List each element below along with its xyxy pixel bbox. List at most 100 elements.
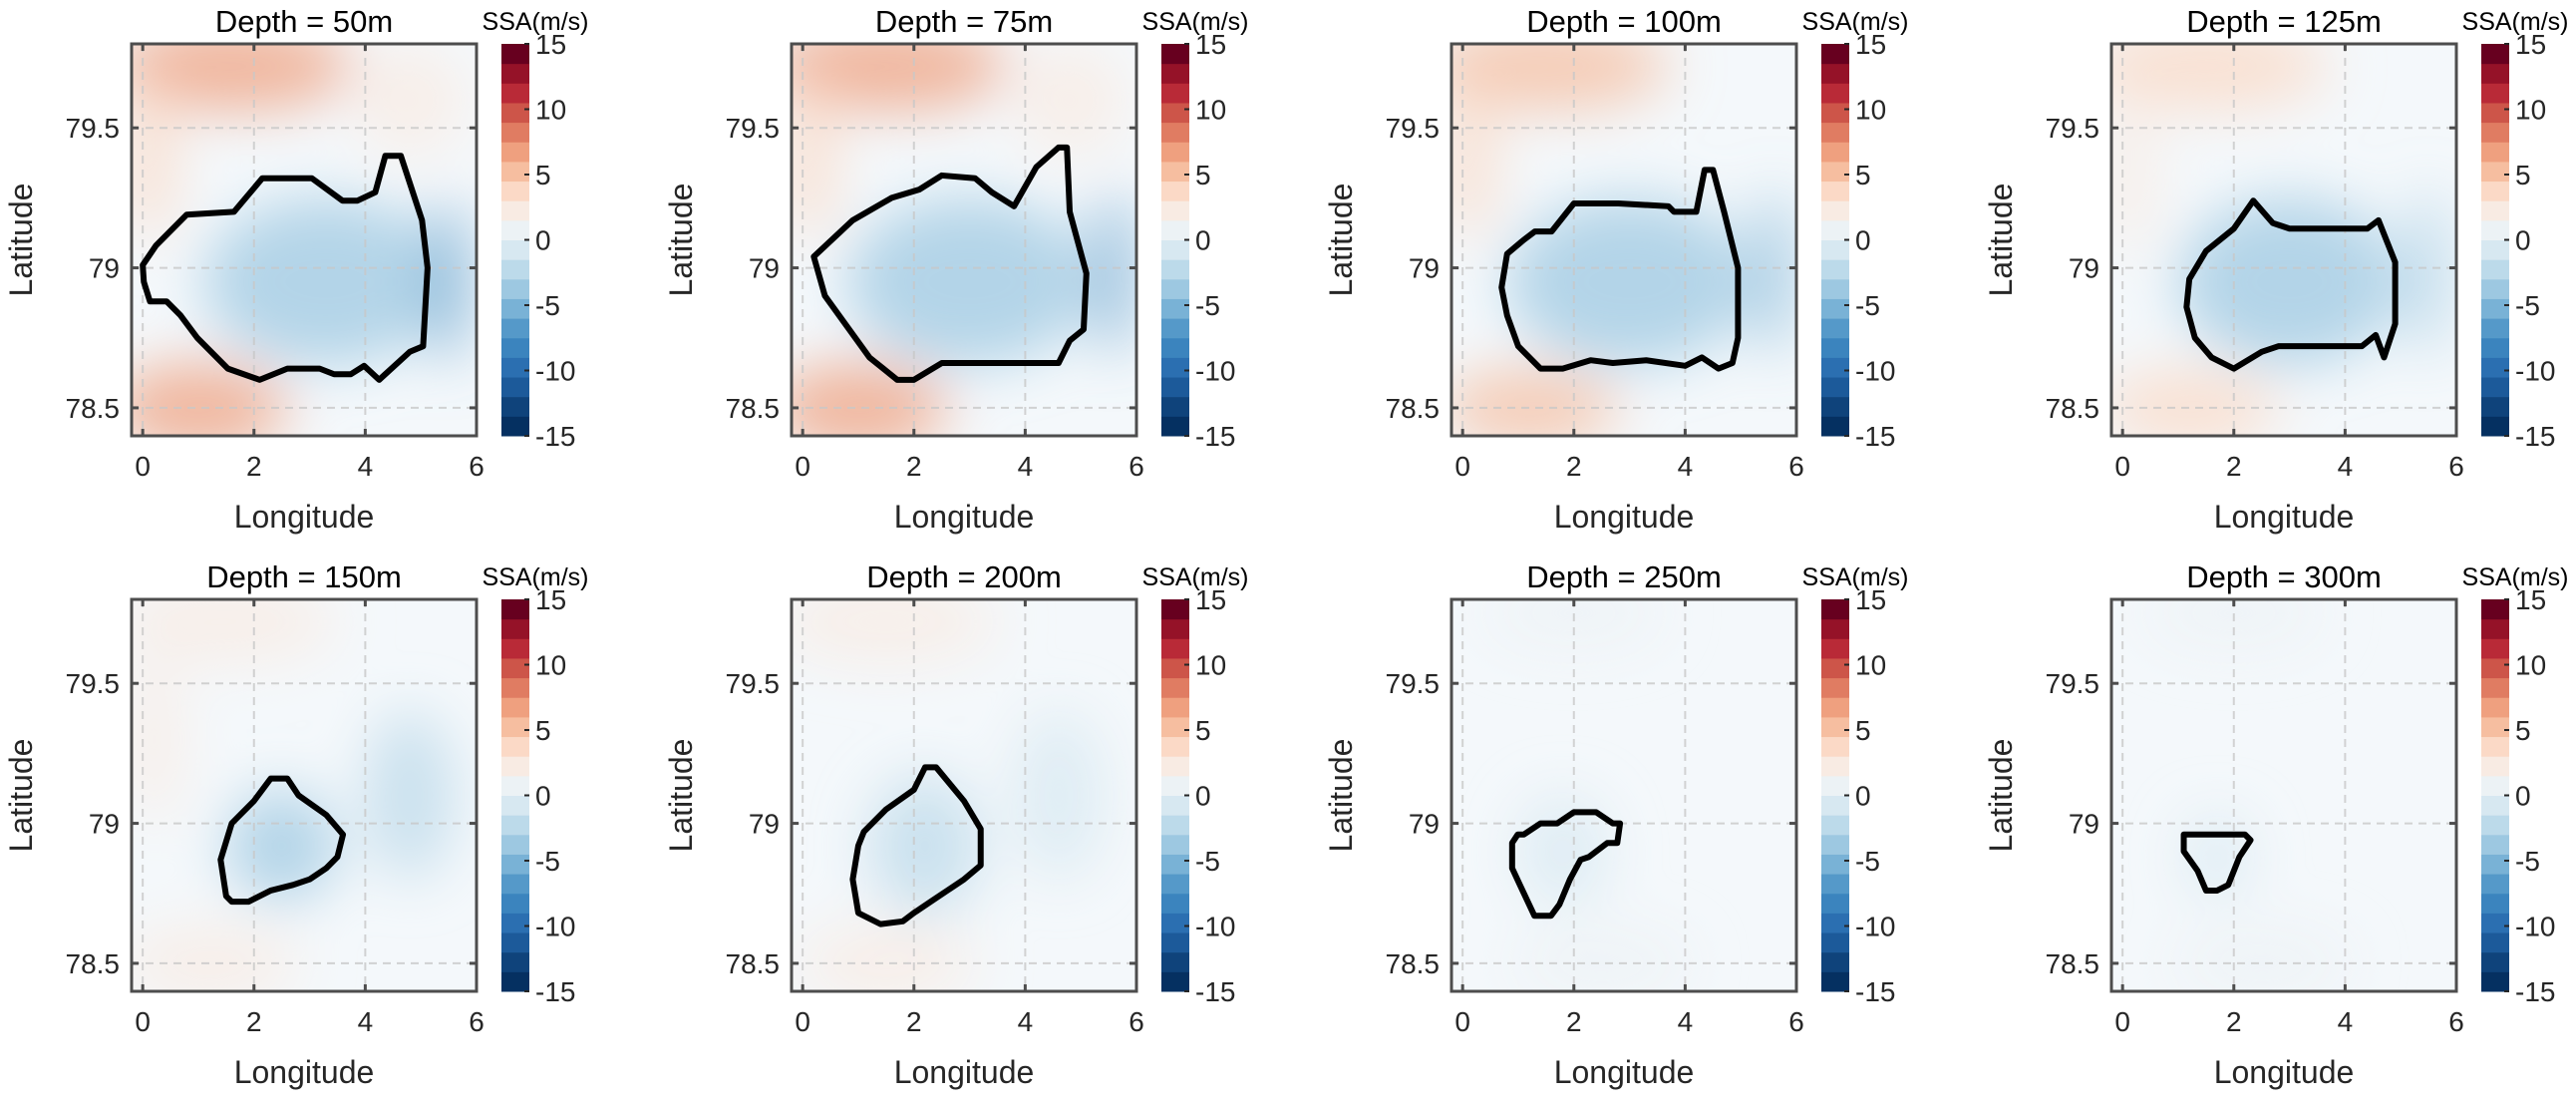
subplot-4: 0 2 4 6 78.5 79 79.5 Depth = 125m Longitude Latit… <box>1983 4 2568 535</box>
axes-frame <box>1449 597 1798 993</box>
colorbar-segment <box>1821 83 1849 104</box>
x-tick-label: 6 <box>469 451 484 482</box>
colorbar-segment <box>1821 932 1849 953</box>
colorbar-segment <box>501 971 529 992</box>
colorbar-segment <box>1161 377 1189 398</box>
colorbar-tick-label: 5 <box>1855 715 1871 746</box>
colorbar-segment <box>501 83 529 104</box>
colorbar-segment <box>501 396 529 417</box>
colorbar-tick-label: 15 <box>535 584 566 615</box>
colorbar-tick-label: 0 <box>2515 781 2531 812</box>
positive-anomaly <box>1451 368 1619 436</box>
colorbar-segment <box>1161 161 1189 183</box>
colorbar-segment <box>2481 298 2509 319</box>
colorbar-segment <box>1821 377 1849 398</box>
subplot-title: Depth = 250m <box>1526 559 1722 594</box>
colorbar-segment <box>1821 874 1849 895</box>
colorbar-segment <box>501 893 529 914</box>
colorbar-tick-label: -10 <box>2515 912 2555 942</box>
colorbar-segment <box>1821 815 1849 836</box>
colorbar-segment <box>501 357 529 378</box>
colorbar-segment <box>501 298 529 319</box>
colorbar-segment <box>2481 44 2509 65</box>
colorbar-tick-label: 15 <box>2515 584 2546 615</box>
colorbar-label: SSA(m/s) <box>1142 8 1249 36</box>
heatmap-field <box>2111 599 2456 991</box>
negative-anomaly <box>846 197 1093 366</box>
colorbar-tick-label: 10 <box>2515 650 2546 681</box>
x-tick-label: 4 <box>2338 451 2354 482</box>
colorbar-segment <box>1821 181 1849 201</box>
colorbar-segment <box>501 318 529 339</box>
colorbar-segment <box>501 913 529 933</box>
colorbar-segment <box>2481 657 2509 679</box>
colorbar: 15 10 5 0 -5 -10 -15 SSA(m/s) <box>1142 563 1249 1007</box>
x-axis-label: Longitude <box>234 499 375 535</box>
colorbar-segment <box>2481 951 2509 972</box>
colorbar-segment <box>1821 893 1849 914</box>
colorbar-segment <box>1161 63 1189 84</box>
x-tick-label: 6 <box>1128 451 1144 482</box>
y-axis-label: Latitude <box>1323 184 1359 297</box>
colorbar-segment <box>1821 239 1849 260</box>
colorbar-segment <box>1161 122 1189 143</box>
colorbar-segment <box>1161 795 1189 816</box>
colorbar-tick-label: 0 <box>535 781 551 812</box>
subplot-5: 0 2 4 6 78.5 79 79.5 Depth = 150m Longitude Latit… <box>3 559 588 1090</box>
colorbar: 15 10 5 0 -5 -10 -15 SSA(m/s) <box>1802 8 1909 452</box>
colorbar-tick-label: -15 <box>535 421 575 452</box>
colorbar-segment <box>2481 122 2509 143</box>
positive-anomaly <box>2172 929 2351 991</box>
x-axis-label: Longitude <box>2214 1054 2355 1090</box>
axes-frame <box>130 42 479 438</box>
x-tick-label: 6 <box>1788 451 1804 482</box>
colorbar-segment <box>2481 834 2509 855</box>
heatmap-background <box>2111 599 2456 991</box>
colorbar-tick-label: 0 <box>535 225 551 256</box>
negative-anomaly <box>203 197 450 366</box>
heatmap-anomalies <box>132 599 455 991</box>
negative-anomaly <box>1097 188 1131 358</box>
colorbar-segment <box>2481 416 2509 437</box>
y-tick-label: 78.5 <box>726 948 781 979</box>
negative-anomaly <box>1014 711 1104 880</box>
heatmap-field <box>792 44 1136 436</box>
colorbar-tick-label: 5 <box>1855 160 1871 190</box>
colorbar-tick-label: 0 <box>2515 225 2531 256</box>
colorbar-segment <box>2481 318 2509 339</box>
y-tick-label: 79 <box>89 809 120 840</box>
colorbar-segment <box>501 377 529 398</box>
colorbar-segment <box>1161 618 1189 639</box>
colorbar-segment <box>1161 775 1189 796</box>
colorbar: 15 10 5 0 -5 -10 -15 SSA(m/s) <box>2462 563 2569 1007</box>
colorbar-segment <box>1161 716 1189 738</box>
colorbar-segment <box>1161 416 1189 437</box>
colorbar: 15 10 5 0 -5 -10 -15 SSA(m/s) <box>483 8 589 452</box>
colorbar-segment <box>1821 951 1849 972</box>
colorbar-segment <box>1161 874 1189 895</box>
colorbar-tick-label: -5 <box>1195 846 1220 877</box>
colorbar-segment <box>1821 854 1849 875</box>
x-tick-label: 4 <box>1678 1006 1694 1037</box>
y-tick-label: 79.5 <box>1386 113 1441 144</box>
positive-anomaly <box>792 44 1009 112</box>
colorbar-tick-label: 10 <box>2515 95 2546 126</box>
x-tick-label: 0 <box>795 451 810 482</box>
colorbar-segment <box>2481 893 2509 914</box>
colorbar-segment <box>1161 971 1189 992</box>
axes-frame <box>130 597 479 993</box>
axes-frame <box>790 597 1138 993</box>
positive-anomaly <box>2111 368 2279 436</box>
colorbar-segment <box>1821 259 1849 280</box>
colorbar-segment <box>1821 677 1849 698</box>
colorbar-segment <box>1821 219 1849 240</box>
eddy-contour <box>810 144 1090 383</box>
colorbar-tick-label: -5 <box>535 290 560 321</box>
x-tick-label: 0 <box>2114 1006 2130 1037</box>
colorbar-segment <box>501 677 529 698</box>
colorbar-segment <box>501 951 529 972</box>
colorbar-segment <box>1821 200 1849 221</box>
x-tick-label: 0 <box>1454 451 1470 482</box>
y-tick-label: 79.5 <box>2046 668 2100 699</box>
subplot-title: Depth = 150m <box>206 559 402 594</box>
